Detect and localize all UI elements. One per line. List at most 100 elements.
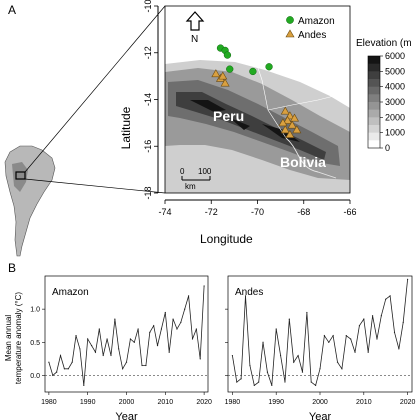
map-axes: -74 -72 -70 -68 -66 -10 -12 -14 -16 -18: [143, 0, 357, 217]
anomaly-point: [293, 361, 295, 363]
xtick-label: 2010: [158, 399, 174, 406]
country-label-bolivia: Bolivia: [280, 154, 326, 170]
andes-site-marker: [218, 71, 228, 80]
anomaly-point: [129, 338, 131, 340]
anomaly-point: [191, 338, 194, 340]
panel-a-label: A: [8, 3, 16, 17]
andes-site-marker: [280, 125, 290, 134]
anomaly-point: [87, 338, 89, 340]
anomaly-point: [319, 368, 321, 370]
anomaly-point: [236, 381, 238, 383]
anomaly-point: [156, 345, 159, 347]
anomaly-point: [253, 384, 255, 386]
anomaly-point: [180, 321, 182, 323]
anomaly-point: [71, 361, 73, 363]
map-ytick-label: -18: [143, 186, 153, 199]
map-ytick-label: -14: [143, 93, 153, 106]
anomaly-point: [75, 335, 77, 337]
anomaly-point: [149, 331, 151, 333]
colorbar-tick-label: 1000: [385, 128, 405, 138]
anomaly-point: [350, 338, 352, 340]
anomaly-point: [172, 318, 174, 320]
inset-box: [15, 171, 26, 180]
anomaly-point: [63, 368, 66, 370]
timeseries-amazon: Amazon 1980 1990 2000 2010 2020 0.0 0.5 1.0 Year: [30, 275, 212, 420]
anomaly-point: [52, 374, 54, 377]
anomaly-point: [393, 331, 396, 333]
anomaly-point: [354, 351, 356, 353]
anomaly-point: [110, 354, 112, 357]
anomaly-point: [336, 361, 339, 363]
anomaly-point: [199, 358, 201, 360]
xtick-label: 1990: [80, 399, 96, 406]
map-points: [211, 44, 302, 138]
anomaly-point: [402, 321, 404, 323]
colorbar-step: [368, 71, 380, 80]
xlabel: Year: [115, 411, 138, 420]
anomaly-point: [363, 318, 365, 320]
andes-site-marker: [220, 78, 230, 87]
andes-site-marker: [283, 115, 293, 124]
xlabel: Year: [309, 411, 332, 420]
anomaly-point: [133, 341, 135, 343]
anomaly-point: [323, 335, 325, 337]
anomaly-point: [122, 368, 124, 370]
scale-km: km: [185, 182, 196, 191]
map-ylabel: Latitude: [119, 106, 133, 149]
series-title: Amazon: [52, 287, 89, 298]
map-xlabel: Longitude: [200, 232, 253, 246]
anomaly-point: [231, 354, 233, 357]
anomaly-point: [249, 364, 251, 367]
anomaly-point: [187, 295, 190, 297]
map-xtick-label: -72: [205, 207, 218, 217]
anomaly-point: [106, 338, 108, 340]
anomaly-point: [332, 335, 334, 337]
map-frame: [164, 5, 351, 194]
anomaly-point: [168, 351, 170, 353]
amazon-site-marker: [265, 63, 273, 71]
colorbar-tick-label: 3000: [385, 97, 405, 107]
xtick-label: 1980: [41, 399, 57, 406]
xtick-label: 1980: [225, 399, 241, 406]
anomaly-point: [160, 328, 163, 330]
andes-site-marker: [280, 106, 290, 115]
colorbar-step: [368, 56, 380, 65]
colorbar-step: [368, 109, 380, 118]
anomaly-point: [90, 345, 93, 347]
xtick-label: 2000: [312, 399, 328, 406]
anomaly-line: [48, 285, 205, 386]
country-label-peru: Peru: [213, 108, 244, 124]
anomaly-point: [341, 368, 343, 370]
colorbar-step: [368, 86, 380, 95]
map-xtick-label: -66: [343, 207, 356, 217]
amazon-site-marker: [226, 65, 234, 73]
anomaly-point: [56, 371, 58, 373]
anomaly-point: [176, 328, 178, 330]
anomaly-point: [306, 311, 308, 314]
colorbar-tick-label: 4000: [385, 82, 405, 92]
andes-site-marker: [211, 69, 221, 78]
anomaly-point: [258, 381, 260, 383]
elevation-colorbar: 6000 5000 4000 3000 2000 1000 0: [367, 51, 405, 153]
amazon-site-marker: [249, 67, 257, 76]
panel-b-ylabel-line2: temperature anomaly (°C): [14, 292, 23, 384]
anomaly-point: [284, 381, 286, 383]
north-arrow-icon: [185, 11, 205, 31]
anomaly-point: [328, 341, 330, 343]
andes-site-marker: [289, 113, 300, 122]
colorbar-step: [368, 117, 380, 126]
anomaly-point: [153, 325, 155, 327]
anomaly-point: [141, 364, 143, 367]
anomaly-point: [385, 298, 387, 300]
anomaly-point: [59, 354, 62, 357]
map-ytick-label: -12: [143, 46, 153, 59]
map-legend: Amazon Andes: [285, 16, 335, 41]
xtick-label: 2020: [196, 399, 212, 406]
anomaly-point: [118, 348, 120, 350]
anomaly-point: [367, 351, 369, 353]
anomaly-point: [266, 371, 269, 373]
anomaly-point: [271, 384, 273, 386]
anomaly-point: [98, 328, 100, 330]
anomaly-point: [301, 371, 304, 373]
